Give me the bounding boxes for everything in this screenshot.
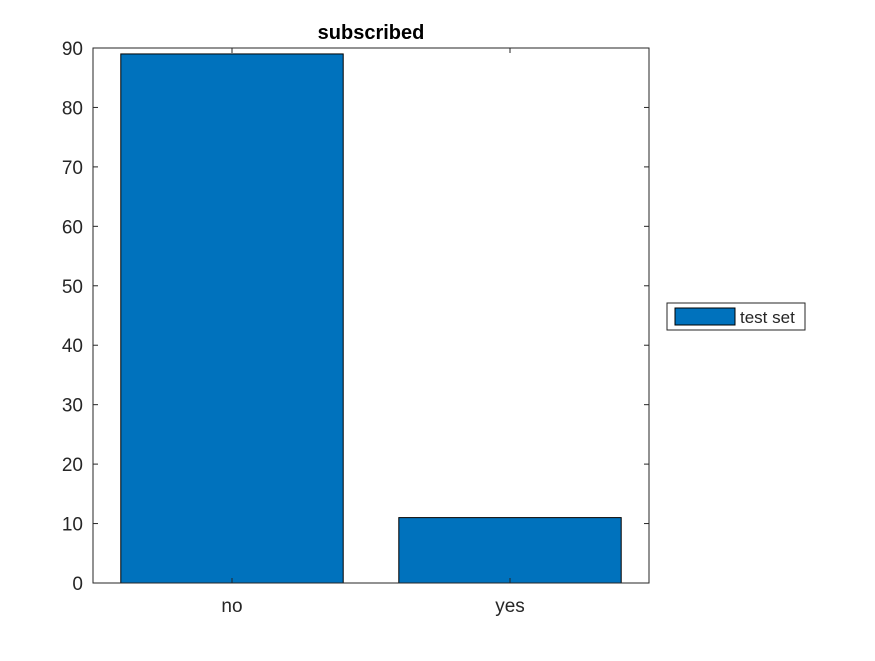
x-tick-label: no: [221, 596, 242, 617]
legend: test set: [666, 302, 806, 331]
legend-label: test set: [740, 308, 795, 327]
legend-swatch: [674, 307, 736, 326]
axes-frame: [92, 47, 650, 584]
y-tick-label: 0: [72, 574, 83, 595]
y-tick-label: 20: [62, 455, 83, 476]
y-tick-label: 40: [62, 336, 83, 357]
y-tick-label: 70: [62, 158, 83, 179]
y-tick-label: 60: [62, 217, 83, 238]
chart-title: subscribed: [318, 22, 425, 44]
x-tick-label: yes: [495, 596, 525, 617]
bar-no: [120, 53, 344, 584]
y-tick-label: 80: [62, 98, 83, 119]
ticks-group: no yes 0 10 20 30 40 50 60 70 80 90: [62, 39, 649, 617]
bar-yes: [398, 517, 622, 584]
y-tick-label: 50: [62, 277, 83, 298]
y-tick-label: 30: [62, 396, 83, 417]
y-tick-label: 10: [62, 515, 83, 536]
y-tick-label: 90: [62, 39, 83, 60]
bars-group: [120, 53, 622, 584]
